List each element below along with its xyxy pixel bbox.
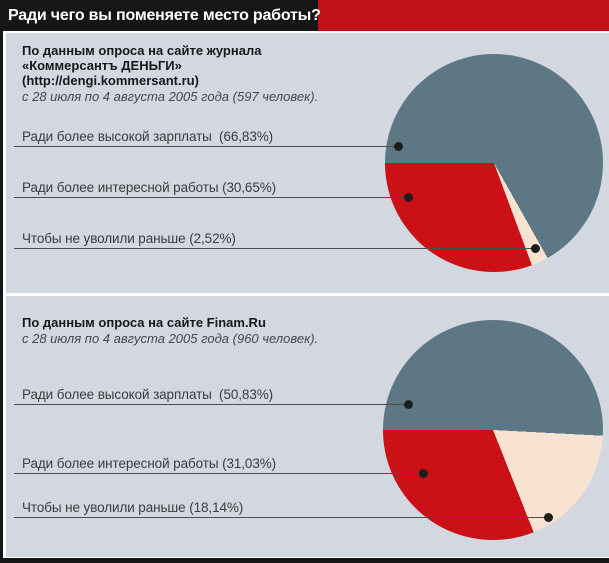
leader-line [14,404,408,405]
leader-line [14,248,535,249]
left-black-rule [0,0,3,563]
panel-1-source-block: По данным опроса на сайте журнала «Комме… [22,43,318,104]
bottom-black-rule [0,558,609,563]
panel-2-source-line-1: По данным опроса на сайте Finam.Ru [22,315,266,330]
title-bar: Ради чего вы поменяете место работы? [0,0,609,31]
panel-2-source-block: По данным опроса на сайте Finam.Ru с 28 … [22,315,318,346]
leader-line [14,146,398,147]
leader-dot [419,469,428,478]
leader-line [14,473,423,474]
leader-dot [531,244,540,253]
pie-2-label-not-fired: Чтобы не уволили раньше (18,14%) [22,500,244,515]
pie-2-label-salary: Ради более высокой зарплаты (50,83%) [22,387,274,402]
panel-1-survey-period: с 28 июля по 4 августа 2005 года (597 че… [22,89,319,104]
leader-dot [544,513,553,522]
panel-1-source-line-2: «Коммерсантъ ДЕНЬГИ» [22,58,182,73]
panel-1-source-line-1: По данным опроса на сайте журнала [22,43,262,58]
panel-1-source-url[interactable]: (http://dengi.kommersant.ru) [22,73,199,88]
leader-line [14,517,548,518]
title-accent-red-block [318,0,609,31]
pie-1-label-not-fired: Чтобы не уволили раньше (2,52%) [22,231,236,246]
leader-line [14,197,408,198]
leader-dot [394,142,403,151]
pie-1-label-interesting-work: Ради более интересной работы (30,65%) [22,180,277,195]
panel-2-survey-period: с 28 июля по 4 августа 2005 года (960 че… [22,331,319,346]
pie-1-label-salary: Ради более высокой зарплаты (66,83%) [22,129,274,144]
leader-dot [404,400,413,409]
page-title: Ради чего вы поменяете место работы? [8,7,321,24]
leader-dot [404,193,413,202]
pie-chart-finam [383,320,603,540]
pie-chart-kommersant [385,54,603,272]
pie-2-label-interesting-work: Ради более интересной работы (31,03%) [22,456,277,471]
